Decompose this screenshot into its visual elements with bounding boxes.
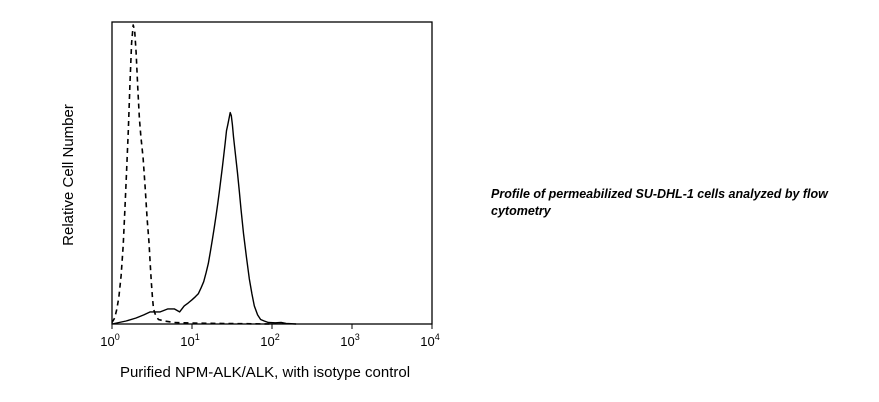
y-axis-label: Relative Cell Number	[60, 104, 77, 246]
plot-frame	[111, 21, 433, 325]
x-tick-label: 102	[260, 332, 279, 349]
histogram-curves	[111, 24, 297, 325]
figure-caption: Profile of permeabilized SU-DHL-1 cells …	[491, 187, 828, 218]
x-axis-ticks: 100 101 102 103 104	[100, 324, 440, 349]
x-tick-label: 100	[100, 332, 119, 349]
isotype-control-curve	[111, 24, 273, 325]
npm-alk-curve	[111, 111, 297, 325]
x-tick-label: 103	[340, 332, 359, 349]
x-tick-label: 104	[420, 332, 439, 349]
x-axis-label: Purified NPM-ALK/ALK, with isotype contr…	[120, 364, 410, 381]
x-tick-label: 101	[180, 332, 199, 349]
